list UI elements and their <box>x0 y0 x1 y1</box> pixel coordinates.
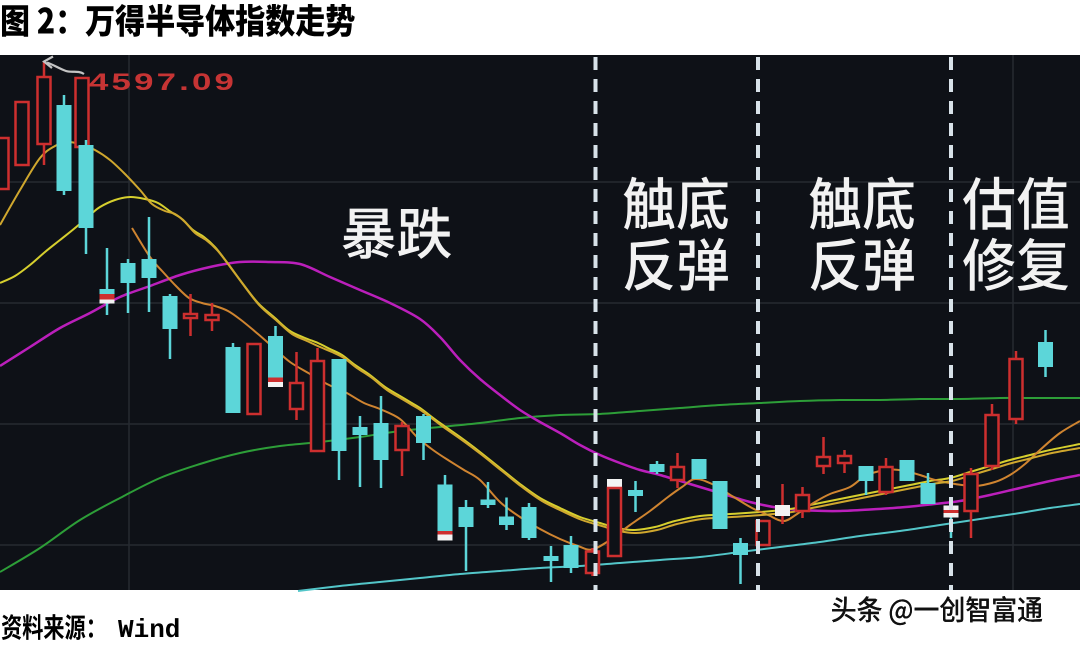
svg-text:4597.09: 4597.09 <box>89 69 237 95</box>
svg-text:Wind: Wind <box>118 615 180 645</box>
